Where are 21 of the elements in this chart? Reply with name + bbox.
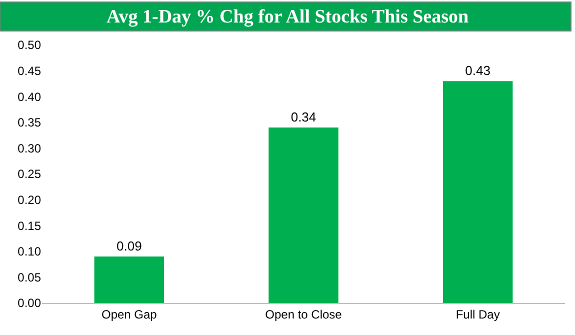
data-label: 0.09 <box>116 238 142 254</box>
x-tick-label: Open to Close <box>265 307 342 322</box>
chart-title: Avg 1-Day % Chg for All Stocks This Season <box>106 6 469 28</box>
y-tick-label: 0.25 <box>18 167 42 182</box>
data-label: 0.43 <box>465 63 490 78</box>
y-tick-label: 0.35 <box>18 116 42 130</box>
data-label: 0.34 <box>290 110 316 125</box>
y-tick-label: 0.00 <box>18 296 42 310</box>
y-tick-label: 0.50 <box>18 38 42 52</box>
y-tick-label: 0.30 <box>18 141 42 156</box>
y-tick-label: 0.15 <box>18 218 42 233</box>
bar <box>94 256 164 303</box>
bar <box>268 128 338 303</box>
y-tick-label: 0.05 <box>18 270 42 284</box>
y-tick-label: 0.45 <box>18 64 42 78</box>
y-tick-label: 0.10 <box>18 244 42 259</box>
bar <box>442 81 513 303</box>
x-tick-label: Full Day <box>456 307 500 322</box>
y-tick-label: 0.40 <box>18 90 42 104</box>
x-tick-label: Open Gap <box>101 307 158 322</box>
y-tick-label: 0.20 <box>18 193 42 207</box>
